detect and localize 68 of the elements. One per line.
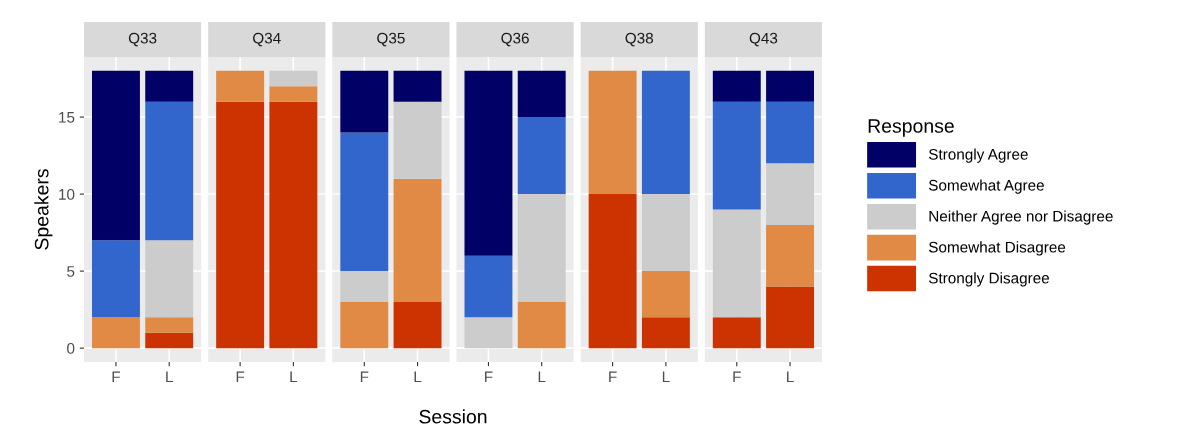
chart-title: Q33 <box>128 32 157 47</box>
bar <box>145 70 194 102</box>
legend-title: Response <box>868 119 954 137</box>
chart-title: Q34 <box>253 32 281 47</box>
x-tick-label: F <box>609 371 617 383</box>
y-tick-label: 10 <box>59 188 75 200</box>
x-tick-label: F <box>112 371 121 383</box>
bar <box>517 301 566 349</box>
bar <box>91 317 140 349</box>
x-tick-label: F <box>360 371 369 383</box>
bar <box>588 70 637 195</box>
legend-label: Strongly Disagree <box>928 272 1050 287</box>
x-tick-label: F <box>236 371 245 383</box>
bar <box>91 70 140 241</box>
y-tick-label: 0 <box>67 343 75 354</box>
legend-label: Neither Agree nor Disagree <box>929 210 1113 225</box>
bar <box>766 163 815 225</box>
bar <box>712 101 761 210</box>
bar <box>517 70 566 118</box>
legend-label: Somewhat Disagree <box>928 241 1066 256</box>
x-tick-label: F <box>733 371 741 383</box>
x-tick-label: L <box>662 371 670 383</box>
bar <box>641 194 690 272</box>
bar <box>145 240 194 318</box>
legend-label: Strongly Agree <box>928 148 1028 163</box>
chart-title: Q35 <box>377 32 405 47</box>
chart-title: Q38 <box>625 32 654 47</box>
x-tick-label: L <box>166 371 173 383</box>
bar <box>464 70 513 256</box>
bar <box>766 70 815 102</box>
legend-label: Somewhat Agree <box>928 179 1044 194</box>
x-tick-label: L <box>414 371 422 383</box>
bar <box>712 317 761 349</box>
y-tick-label: 15 <box>59 112 75 123</box>
bar <box>340 271 389 302</box>
bar <box>766 224 815 287</box>
x-tick-label: L <box>538 371 546 383</box>
bar <box>766 286 815 349</box>
bar <box>641 70 690 195</box>
bar <box>393 301 442 349</box>
x-tick-label: L <box>290 371 298 383</box>
bar <box>517 117 566 195</box>
bar <box>712 70 761 102</box>
chart-title: Q43 <box>749 32 778 47</box>
bar <box>91 240 140 318</box>
bar <box>393 178 442 302</box>
y-tick-label: 5 <box>67 266 75 277</box>
bar <box>766 101 815 164</box>
x-tick-label: F <box>485 371 493 383</box>
bar <box>712 209 761 318</box>
bar <box>145 332 194 349</box>
bar <box>145 317 194 333</box>
bar <box>464 317 513 349</box>
bar <box>588 194 637 349</box>
bar <box>464 255 513 318</box>
bar <box>340 70 389 133</box>
y-axis-title: Speakers <box>34 169 53 250</box>
bar <box>393 101 442 179</box>
bar <box>517 194 566 302</box>
bar <box>641 317 690 349</box>
bar <box>641 271 690 318</box>
chart-title: Q36 <box>501 32 529 47</box>
bar <box>393 70 442 102</box>
x-tick-label: L <box>787 371 794 383</box>
bar <box>145 101 194 241</box>
x-axis-title: Session <box>419 409 487 424</box>
bar <box>340 301 389 349</box>
bar <box>340 132 389 272</box>
